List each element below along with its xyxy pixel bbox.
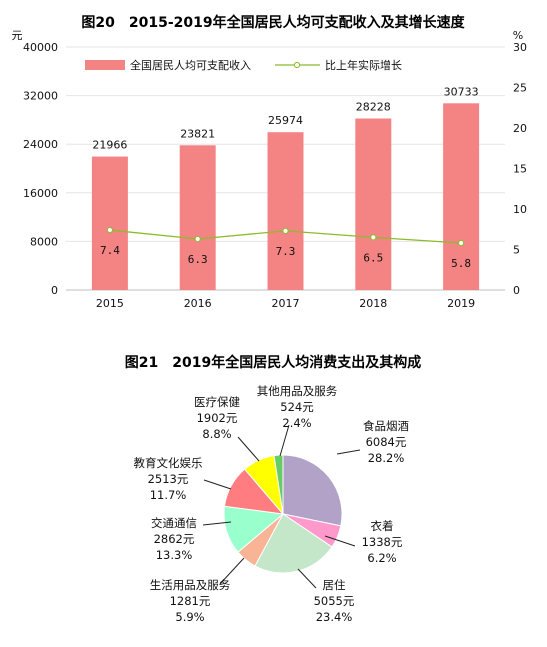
pie-label-percent: 2.4%: [282, 416, 311, 430]
pie-label-percent: 13.3%: [156, 548, 193, 562]
x-axis-tick: 2017: [272, 297, 300, 310]
right-axis-tick: 15: [513, 163, 527, 176]
legend-line-marker: [294, 62, 299, 67]
pie-label-amount: 2513元: [148, 472, 189, 486]
growth-point: [195, 236, 200, 241]
pie-leader-line: [337, 450, 360, 454]
income-chart-title: 图20 2015-2019年全国居民人均可支配收入及其增长速度: [81, 14, 465, 31]
right-axis-tick: 30: [513, 41, 527, 54]
pie-label-amount: 2862元: [154, 532, 195, 546]
pie-label-percent: 5.9%: [175, 610, 204, 624]
income-bar: [180, 145, 216, 290]
left-axis-tick: 0: [51, 284, 58, 297]
left-axis-tick: 8000: [30, 235, 58, 248]
consumption-chart-title: 图21 2019年全国居民人均消费支出及其构成: [125, 354, 421, 371]
income-bar-label: 21966: [92, 139, 127, 152]
pie-leader-line: [238, 437, 259, 461]
left-axis-tick: 16000: [23, 187, 58, 200]
pie-label-name: 其他用品及服务: [257, 384, 338, 398]
left-axis-tick: 24000: [23, 138, 58, 151]
pie-label-amount: 5055元: [314, 594, 355, 608]
growth-label: 7.3: [276, 245, 296, 258]
pie-label-amount: 6084元: [366, 435, 407, 449]
left-axis-tick: 32000: [23, 90, 58, 103]
right-axis-tick: 20: [513, 122, 527, 135]
pie-label-percent: 6.2%: [367, 551, 396, 565]
growth-label: 7.4: [100, 244, 120, 257]
right-axis-tick: 0: [513, 284, 520, 297]
pie-label-name: 食品烟酒: [363, 419, 409, 433]
legend-bar-label: 全国居民人均可支配收入: [130, 58, 251, 72]
income-bar: [268, 132, 304, 290]
pie-label-name: 生活用品及服务: [150, 578, 231, 592]
pie-label-amount: 1338元: [362, 535, 403, 549]
x-axis-tick: 2019: [447, 297, 475, 310]
pie-label-percent: 23.4%: [316, 610, 353, 624]
x-axis-tick: 2015: [96, 297, 124, 310]
income-bar-label: 28228: [356, 101, 391, 114]
pie-label-amount: 524元: [280, 400, 314, 414]
income-chart-legend: 全国居民人均可支配收入 比上年实际增长: [85, 58, 402, 72]
growth-label: 5.8: [451, 257, 471, 270]
income-bar-label: 23821: [180, 127, 215, 140]
pie-label-percent: 28.2%: [368, 451, 405, 465]
right-axis-tick: 5: [513, 244, 520, 257]
growth-point: [283, 228, 288, 233]
pie-leader-line: [298, 569, 316, 588]
pie-label-name: 居住: [323, 578, 346, 592]
pie-label-amount: 1281元: [170, 594, 211, 608]
left-axis-unit: 元: [12, 29, 23, 42]
income-bar-label: 30733: [444, 85, 479, 98]
pie-label-name: 医疗保健: [194, 395, 240, 409]
growth-point: [107, 227, 112, 232]
legend-line-label: 比上年实际增长: [325, 58, 402, 72]
pie-label-name: 教育文化娱乐: [134, 456, 203, 470]
pie-label-percent: 8.8%: [202, 427, 231, 441]
pie-label-name: 衣着: [371, 519, 394, 533]
right-axis-tick: 25: [513, 82, 527, 95]
pie-slice: [283, 455, 342, 526]
pie-label-amount: 1902元: [197, 411, 238, 425]
x-axis-tick: 2016: [184, 297, 212, 310]
legend-bar-swatch: [85, 60, 125, 70]
growth-point: [459, 240, 464, 245]
income-chart: 图20 2015-2019年全国居民人均可支配收入及其增长速度 元 % 0800…: [0, 0, 547, 330]
pie-label-name: 交通通信: [151, 516, 197, 530]
left-axis-tick: 40000: [23, 41, 58, 54]
income-bar: [92, 157, 128, 290]
right-axis-tick: 10: [513, 203, 527, 216]
income-bar-label: 25974: [268, 114, 303, 127]
growth-point: [371, 235, 376, 240]
consumption-chart: 图21 2019年全国居民人均消费支出及其构成 食品烟酒 6084元 28.2% 衣着…: [0, 340, 547, 647]
x-axis-tick: 2018: [359, 297, 387, 310]
growth-label: 6.3: [188, 253, 208, 266]
growth-label: 6.5: [363, 251, 383, 264]
pie-leader-line: [204, 480, 231, 489]
pie-label-percent: 11.7%: [150, 488, 187, 502]
